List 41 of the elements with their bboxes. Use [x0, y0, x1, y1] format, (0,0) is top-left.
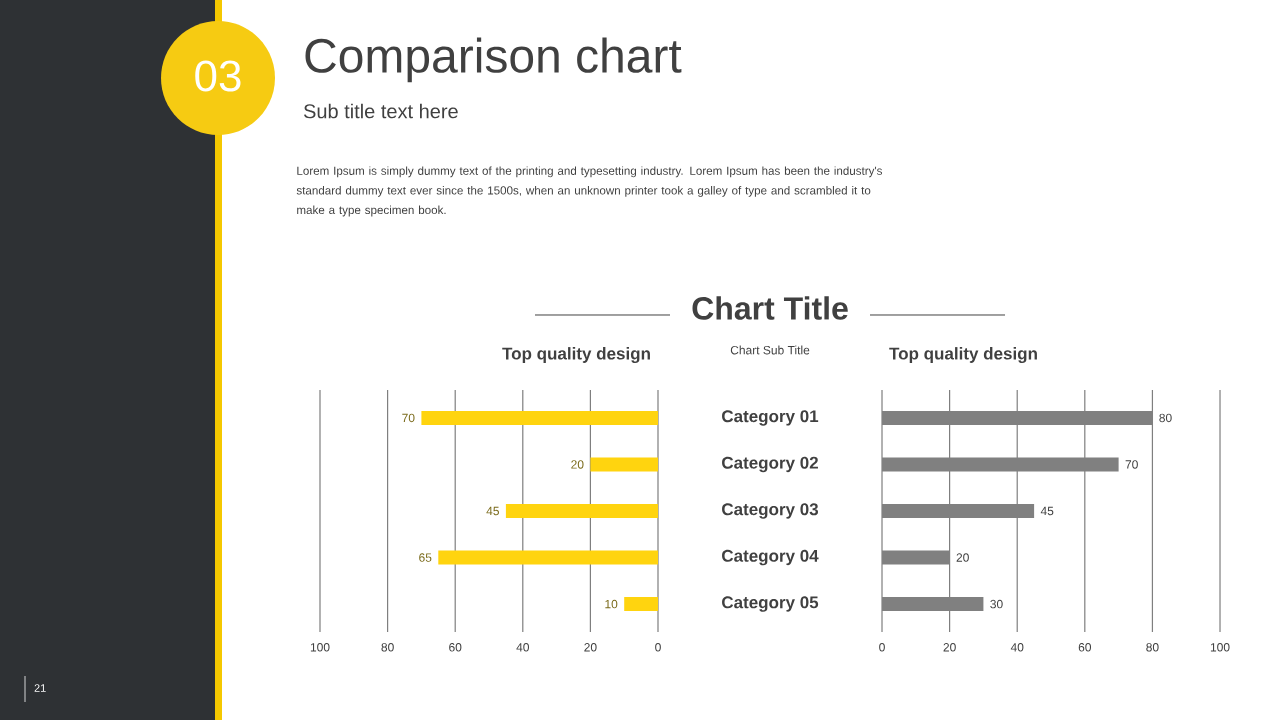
bar: [438, 550, 658, 565]
data-label: 70: [1125, 460, 1138, 469]
data-label: 65: [419, 553, 432, 562]
bar: [421, 410, 658, 425]
data-label: 20: [956, 553, 969, 562]
x-tick-label: 100: [1210, 643, 1230, 652]
y-tick-label: Category 02: [722, 456, 818, 473]
x-tick-label: 0: [655, 643, 661, 652]
text: Lorem Ipsum is simply dummy text of the printing and typesetting industry. Lorem Ipsum has been the industry's standard dummy text ever since the 1500s, when an unknown printer took a galley of type and scrambled it to make a type specimen book.: [296, 166, 883, 217]
data-label: 30: [990, 599, 1003, 609]
x-tick-label: 20: [943, 643, 956, 652]
chart-title: Top quality design: [889, 347, 1037, 364]
y-tick-label: Category 04: [722, 549, 819, 566]
y-tick-label: Category 03: [722, 503, 819, 519]
bar: [590, 457, 658, 472]
x-tick-label: 20: [584, 643, 597, 652]
data-label: 70: [402, 413, 415, 423]
x-tick-label: 60: [449, 643, 462, 652]
x-tick-label: 60: [1078, 643, 1092, 652]
data-label: 10: [605, 599, 618, 609]
data-label: 45: [1040, 506, 1054, 516]
text: 21: [34, 684, 46, 692]
chart-title: Top quality design: [502, 347, 650, 364]
y-tick-label: Category 05: [722, 596, 819, 612]
x-tick-label: 80: [381, 643, 394, 652]
data-label: 80: [1159, 413, 1172, 423]
x-tick-label: 80: [1146, 643, 1159, 652]
x-tick-label: 0: [879, 643, 885, 652]
data-label: 45: [486, 506, 499, 516]
y-tick-label: Category 01: [722, 410, 819, 426]
text: Sub title text here: [303, 103, 458, 119]
x-tick-label: 100: [310, 643, 330, 652]
text: 03: [195, 60, 241, 92]
bar: [624, 597, 658, 612]
text: Chart Title: [692, 296, 848, 320]
text: Chart Sub Title: [730, 345, 810, 355]
x-tick-label: 40: [1010, 643, 1024, 652]
bar: [505, 504, 658, 519]
x-tick-label: 40: [516, 643, 530, 652]
text: Comparison chart: [305, 37, 682, 83]
data-label: 20: [571, 460, 584, 469]
